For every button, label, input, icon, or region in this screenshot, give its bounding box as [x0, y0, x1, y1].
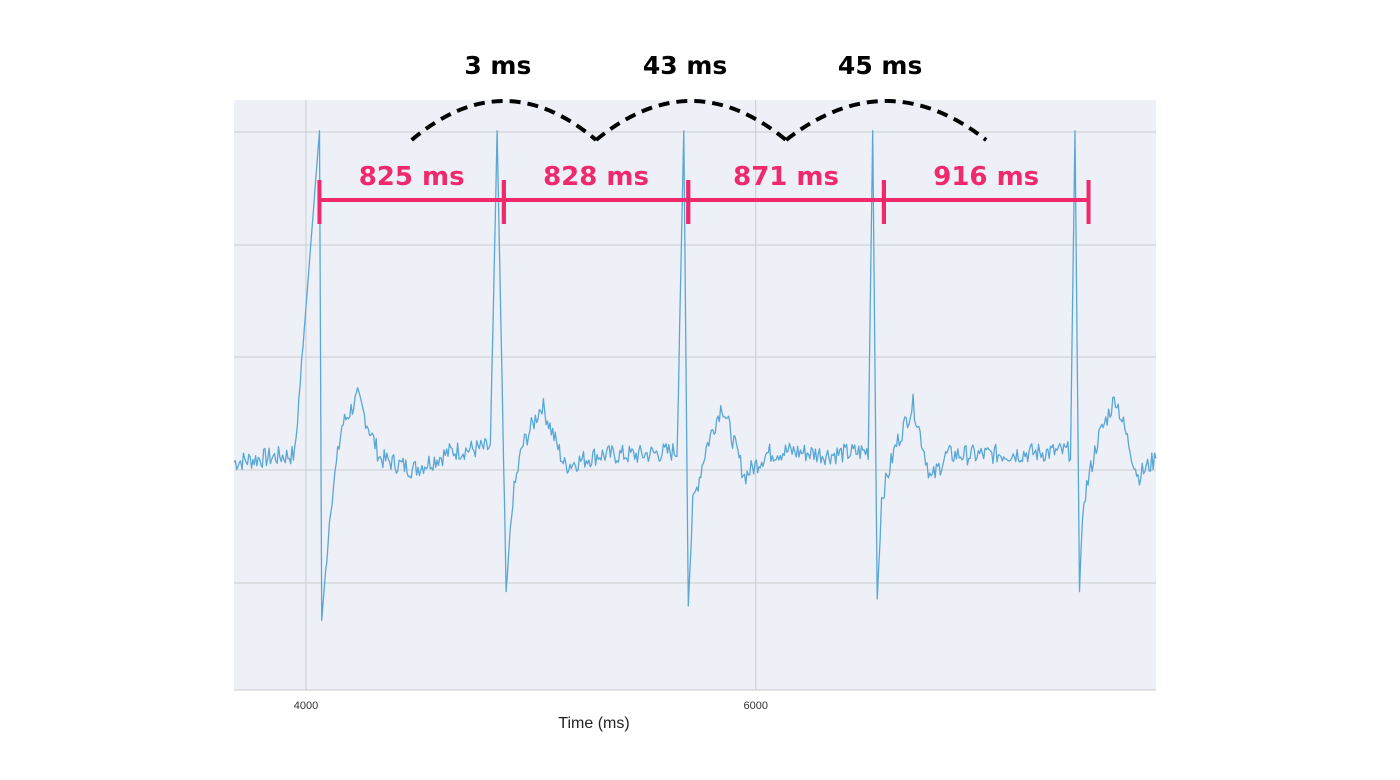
rr-interval-label-2: 871 ms: [733, 162, 839, 192]
grid-lines: [234, 100, 1156, 690]
rr-interval-label-0: 825 ms: [359, 162, 465, 192]
rr-interval-label-3: 916 ms: [933, 162, 1039, 192]
rr-difference-arcs: 3 ms 43 ms 45 ms: [410, 51, 988, 142]
rr-difference-label-2: 45 ms: [838, 51, 922, 80]
x-tick-label-0: 4000: [294, 700, 318, 712]
rr-interval-markers: 825 ms 828 ms 871 ms 916 ms: [317, 162, 1091, 224]
x-axis-label: Time (ms): [558, 715, 629, 732]
ecg-signal-line: [233, 130, 1157, 622]
rr-difference-label-1: 43 ms: [643, 51, 727, 80]
rr-difference-arc-0: [410, 99, 598, 142]
rr-difference-arc-1: [594, 99, 788, 142]
rr-difference-label-0: 3 ms: [464, 51, 531, 80]
rr-difference-arc-2: [784, 99, 988, 142]
x-tick-labels: 4000 6000: [294, 700, 768, 712]
x-tick-label-1: 6000: [743, 700, 767, 712]
rr-interval-label-1: 828 ms: [543, 162, 649, 192]
